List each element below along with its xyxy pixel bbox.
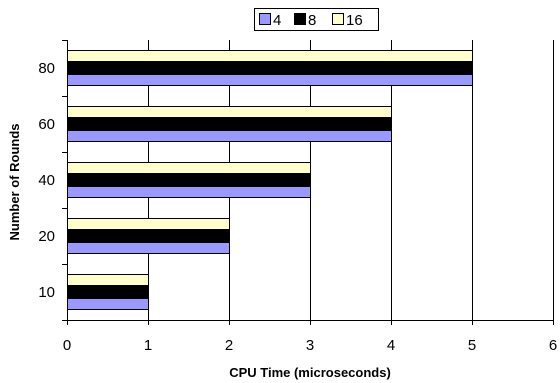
x-tick-label-6: 6 (549, 337, 557, 354)
legend-label-8: 8 (308, 12, 316, 29)
y-tick-label-60: 60 (38, 116, 55, 133)
bar-20-series-4 (67, 242, 230, 254)
x-axis-title: CPU Time (microseconds) (229, 365, 391, 380)
legend-box (254, 8, 379, 31)
bar-40-series-16 (67, 162, 311, 174)
legend-label-4: 4 (273, 12, 281, 29)
legend-label-16: 16 (346, 12, 363, 29)
bar-60-series-4 (67, 130, 392, 142)
bar-60-series-16 (67, 106, 392, 118)
x-tick-label-5: 5 (468, 337, 476, 354)
bar-10-series-4 (67, 298, 149, 310)
legend-swatch-8 (294, 13, 306, 25)
bar-80-series-16 (67, 50, 473, 62)
bar-10-series-16 (67, 274, 149, 286)
bar-20-series-16 (67, 218, 230, 230)
x-tick-label-0: 0 (63, 337, 71, 354)
x-tick-label-3: 3 (306, 337, 314, 354)
x-tick-label-1: 1 (144, 337, 152, 354)
legend-swatch-4 (259, 13, 271, 25)
axes: 0 1 2 3 4 5 6 10 20 40 60 80 (38, 40, 557, 354)
y-tick-label-20: 20 (38, 228, 55, 245)
bar-80-series-4 (67, 74, 473, 86)
y-tick-label-10: 10 (38, 284, 55, 301)
bar-80-series-8 (67, 62, 473, 74)
legend-swatch-16 (332, 13, 344, 25)
bar-10-series-8 (67, 286, 149, 298)
bar-40-series-4 (67, 186, 311, 198)
x-tick-label-4: 4 (387, 337, 395, 354)
bar-40-series-8 (67, 174, 311, 186)
x-tick-label-2: 2 (225, 337, 233, 354)
bar-20-series-8 (67, 230, 230, 242)
y-tick-label-40: 40 (38, 172, 55, 189)
y-axis-title: Number of Rounds (7, 124, 22, 241)
bars (67, 50, 473, 310)
y-tick-label-80: 80 (38, 60, 55, 77)
legend: 4 8 16 (254, 8, 379, 31)
bar-60-series-8 (67, 118, 392, 130)
